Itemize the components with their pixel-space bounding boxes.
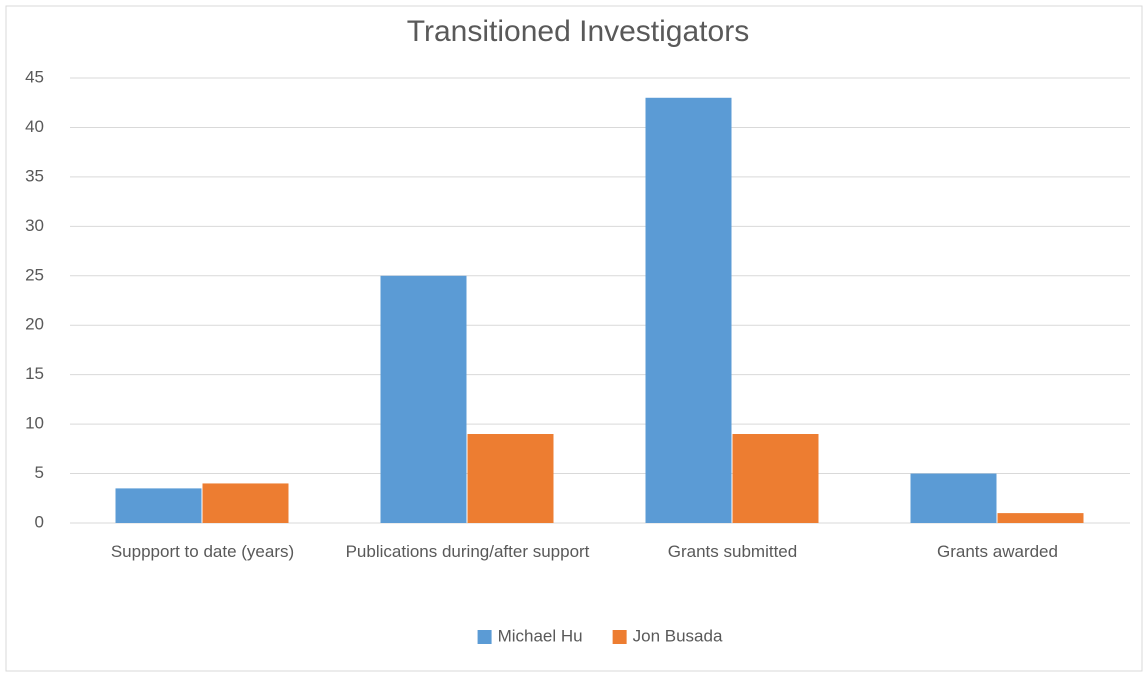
x-tick-label-box: Publications during/after support [345,542,590,561]
bar [910,473,997,523]
bar [732,434,819,523]
x-tick-label-box: Grants submitted [667,542,798,561]
chart-border [5,5,1143,672]
x-tick-label: Grants submitted [667,542,798,561]
chart-title: Transitioned Investigators [407,15,749,48]
y-tick-label: 30 [25,216,44,235]
bar [202,483,289,523]
legend-swatch [612,630,627,644]
y-tick-label: 40 [25,117,44,136]
y-tick-label: 15 [25,364,44,383]
legend-label: Michael Hu [498,626,583,645]
x-tick-label: Suppport to date (years) [110,542,295,561]
y-tick-label: 45 [25,67,44,86]
x-tick-label: Grants awarded [937,542,1058,561]
legend-swatch [477,630,492,644]
bar [115,488,202,523]
x-tick-label-box: Grants awarded [937,542,1058,561]
legend: Michael Hu Jon Busada [477,626,723,645]
x-tick-label: Publications during/after support [345,542,590,561]
x-tick-label-box: Suppport to date (years) [110,542,295,561]
bar [645,97,732,524]
y-tick-label: 0 [35,512,44,531]
legend-label: Jon Busada [633,626,723,645]
bar [997,513,1084,523]
bar [467,434,554,523]
y-tick-label: 35 [25,166,44,185]
y-tick-label: 25 [25,265,44,284]
y-tick-label: 5 [35,463,44,482]
y-tick-label: 10 [25,414,44,433]
bar [380,275,467,523]
y-tick-label: 20 [25,315,44,334]
